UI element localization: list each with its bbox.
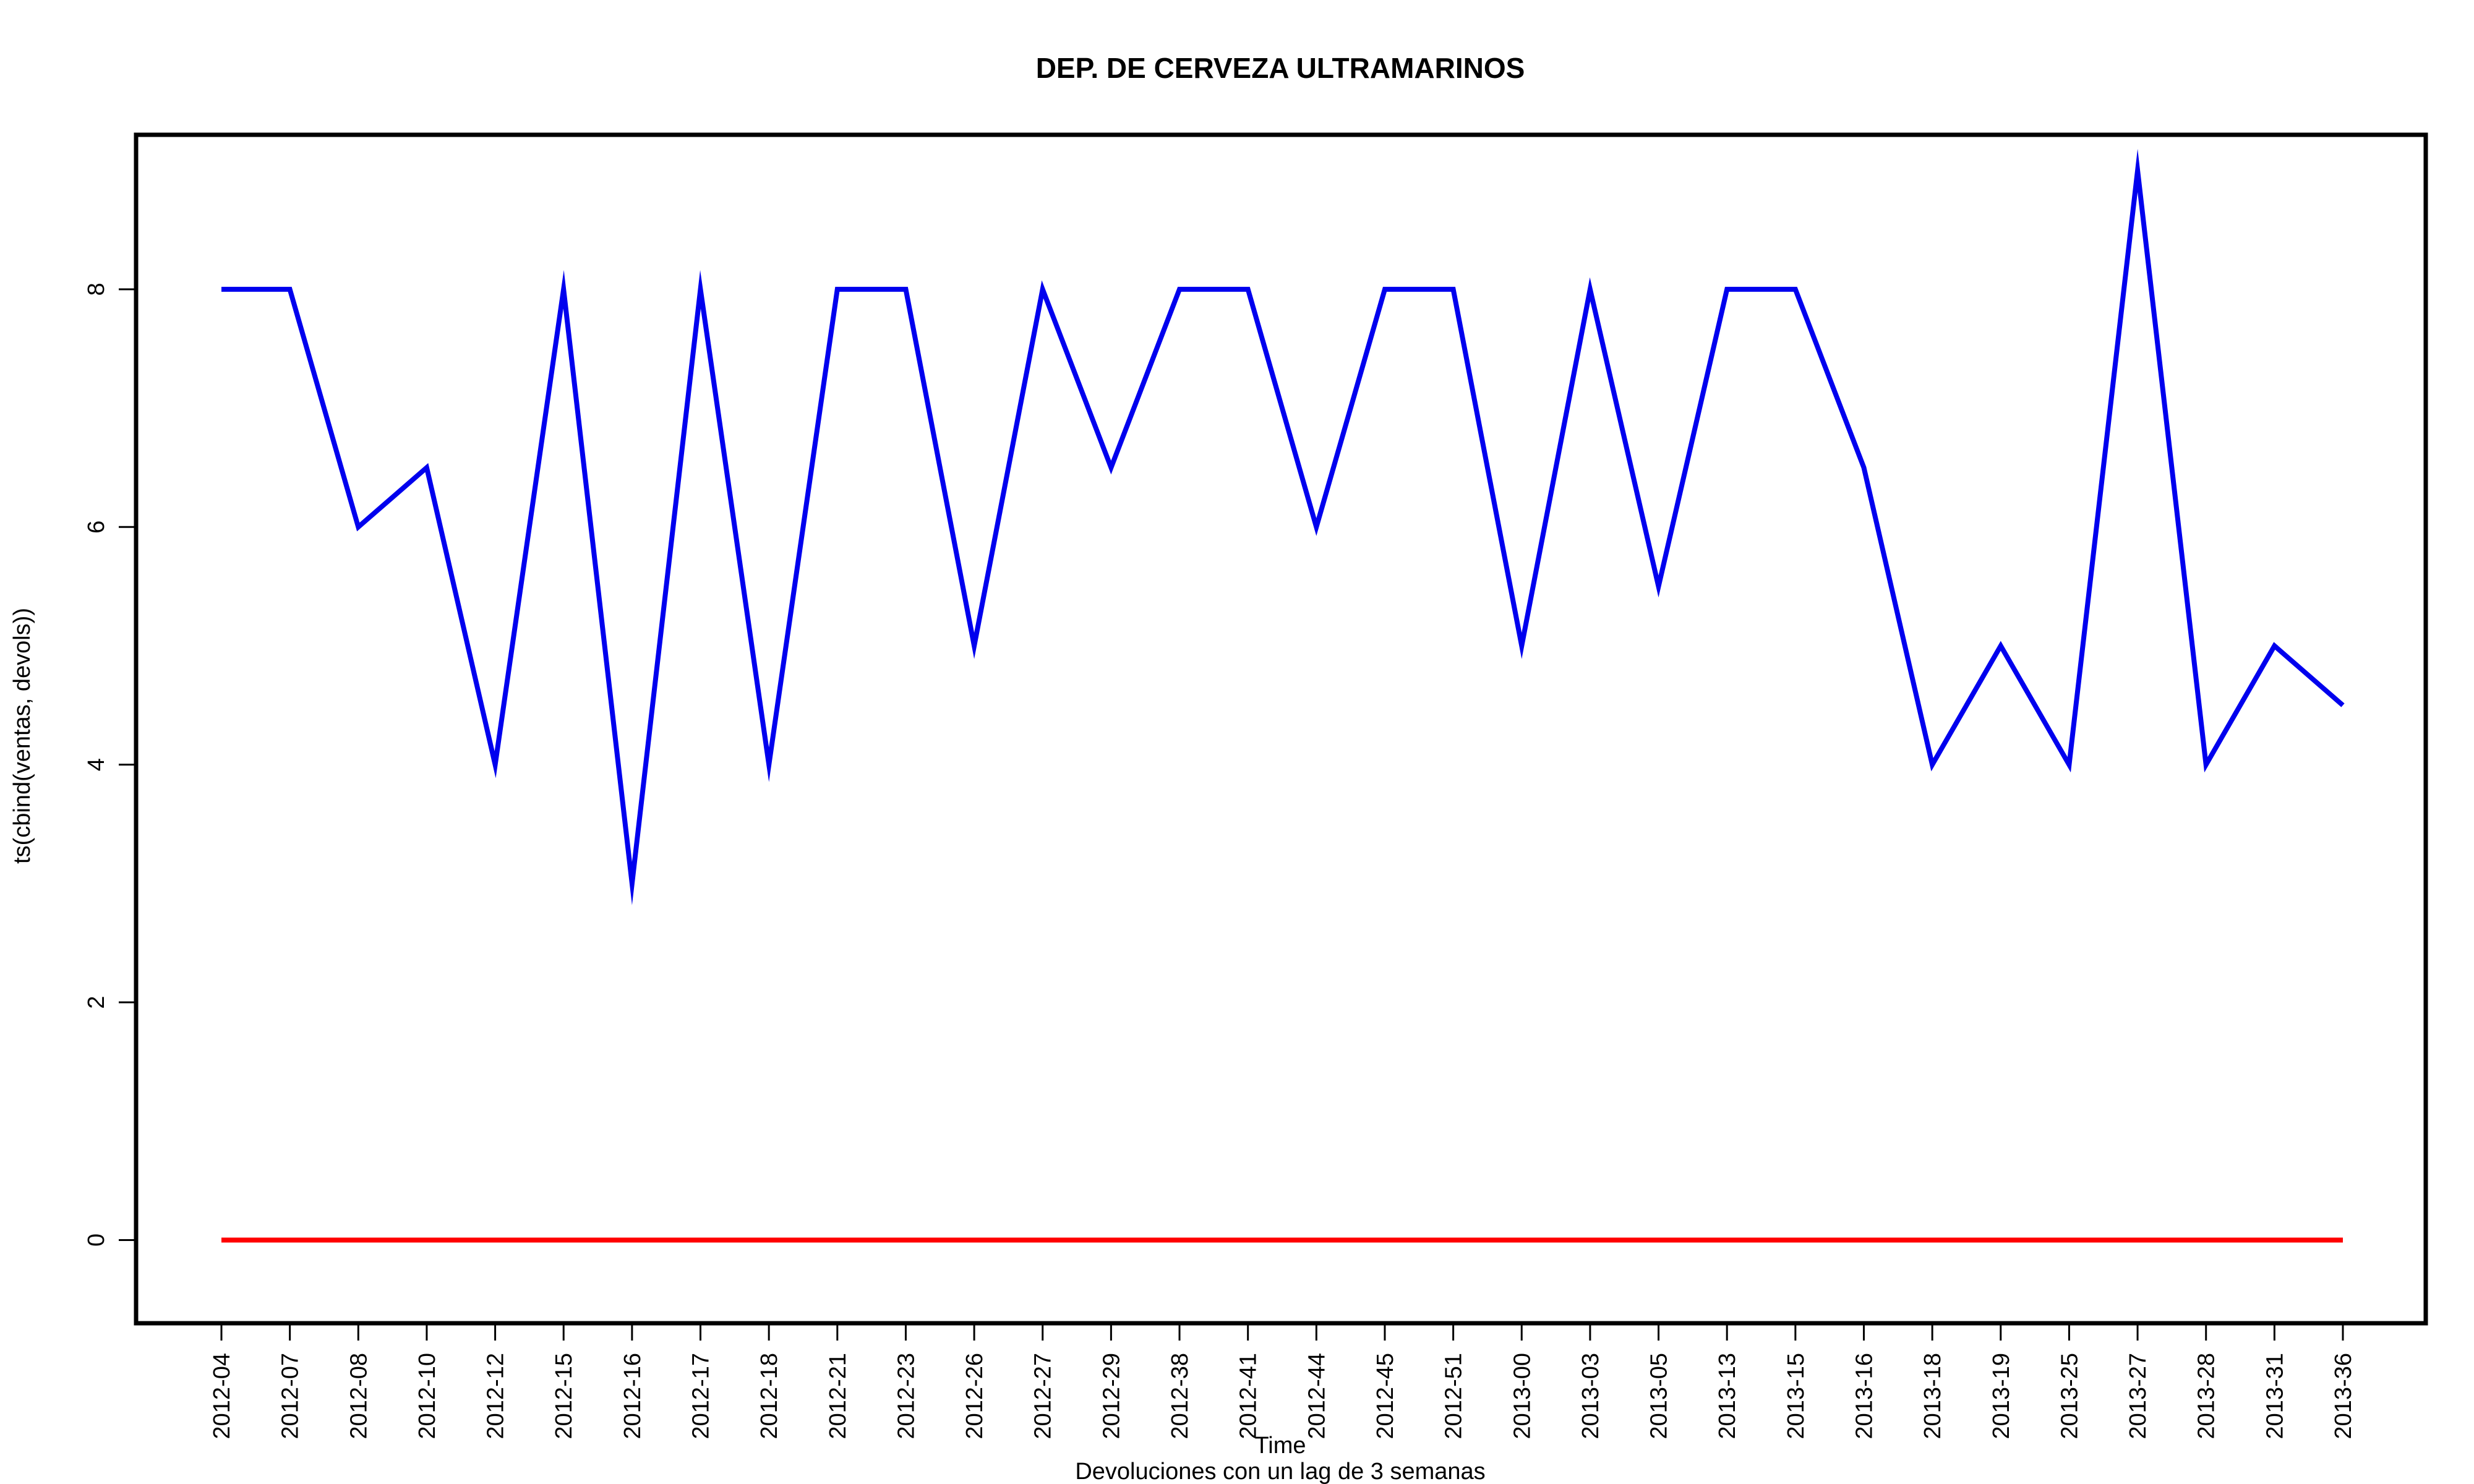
x-tick-label: 2013-28 bbox=[2194, 1353, 2220, 1439]
x-tick-label: 2013-03 bbox=[1578, 1353, 1604, 1439]
x-tick-label: 2012-45 bbox=[1372, 1353, 1398, 1439]
x-tick-label: 2013-13 bbox=[1714, 1353, 1740, 1439]
x-tick-label: 2012-26 bbox=[962, 1353, 988, 1439]
x-tick-label: 2013-15 bbox=[1783, 1353, 1809, 1439]
x-axis-label: Time bbox=[1254, 1433, 1306, 1459]
y-tick-label: 4 bbox=[83, 758, 109, 771]
x-tick-label: 2012-08 bbox=[346, 1353, 372, 1439]
series-layer bbox=[221, 148, 2345, 1243]
x-tick-label: 2012-04 bbox=[209, 1353, 235, 1439]
x-tick-label: 2013-18 bbox=[1920, 1353, 1946, 1439]
x-tick-label: 2012-27 bbox=[1030, 1353, 1056, 1439]
x-tick-label: 2013-25 bbox=[2057, 1353, 2082, 1439]
x-tick-label: 2012-38 bbox=[1167, 1353, 1193, 1439]
x-tick-label: 2013-27 bbox=[2125, 1353, 2151, 1439]
x-axis: 2012-04 2012-07 2012-08 2012-10 2012-12 2012-… bbox=[209, 1322, 2356, 1439]
x-tick-label: 2012-12 bbox=[483, 1353, 509, 1439]
y-axis-label: ts(cbind(ventas, devols)) bbox=[9, 608, 35, 864]
x-tick-label: 2013-19 bbox=[1988, 1353, 2014, 1439]
x-tick-label: 2012-21 bbox=[825, 1353, 851, 1439]
x-tick-label: 2012-07 bbox=[278, 1353, 304, 1439]
x-tick-label: 2012-18 bbox=[756, 1353, 782, 1439]
x-tick-label: 2013-36 bbox=[2331, 1353, 2356, 1439]
x-tick-label: 2012-51 bbox=[1441, 1353, 1467, 1439]
y-tick-label: 2 bbox=[83, 996, 109, 1009]
x-tick-label: 2013-05 bbox=[1646, 1353, 1672, 1439]
y-axis: 0 2 4 6 8 bbox=[83, 283, 137, 1247]
x-tick-label: 2012-17 bbox=[688, 1353, 714, 1439]
y-tick-label: 6 bbox=[83, 521, 109, 534]
x-tick-label: 2012-10 bbox=[414, 1353, 440, 1439]
y-tick-label: 0 bbox=[83, 1234, 109, 1247]
x-tick-label: 2012-16 bbox=[620, 1353, 646, 1439]
x-tick-label: 2012-23 bbox=[893, 1353, 919, 1439]
chart-title: DEP. DE CERVEZA ULTRAMARINOS bbox=[1036, 52, 1525, 84]
x-tick-label: 2012-44 bbox=[1304, 1353, 1330, 1439]
x-tick-label: 2013-31 bbox=[2262, 1353, 2288, 1439]
chart-subtitle: Devoluciones con un lag de 3 semanas bbox=[1075, 1459, 1485, 1484]
x-tick-label: 2012-15 bbox=[551, 1353, 577, 1439]
x-tick-label: 2012-29 bbox=[1098, 1353, 1124, 1439]
x-tick-label: 2012-41 bbox=[1236, 1353, 1262, 1439]
series-line-1 bbox=[221, 148, 2345, 905]
x-tick-label: 2013-00 bbox=[1509, 1353, 1535, 1439]
y-tick-label: 8 bbox=[83, 283, 109, 296]
plot-frame bbox=[134, 132, 2428, 1326]
x-tick-label: 2013-16 bbox=[1851, 1353, 1877, 1439]
